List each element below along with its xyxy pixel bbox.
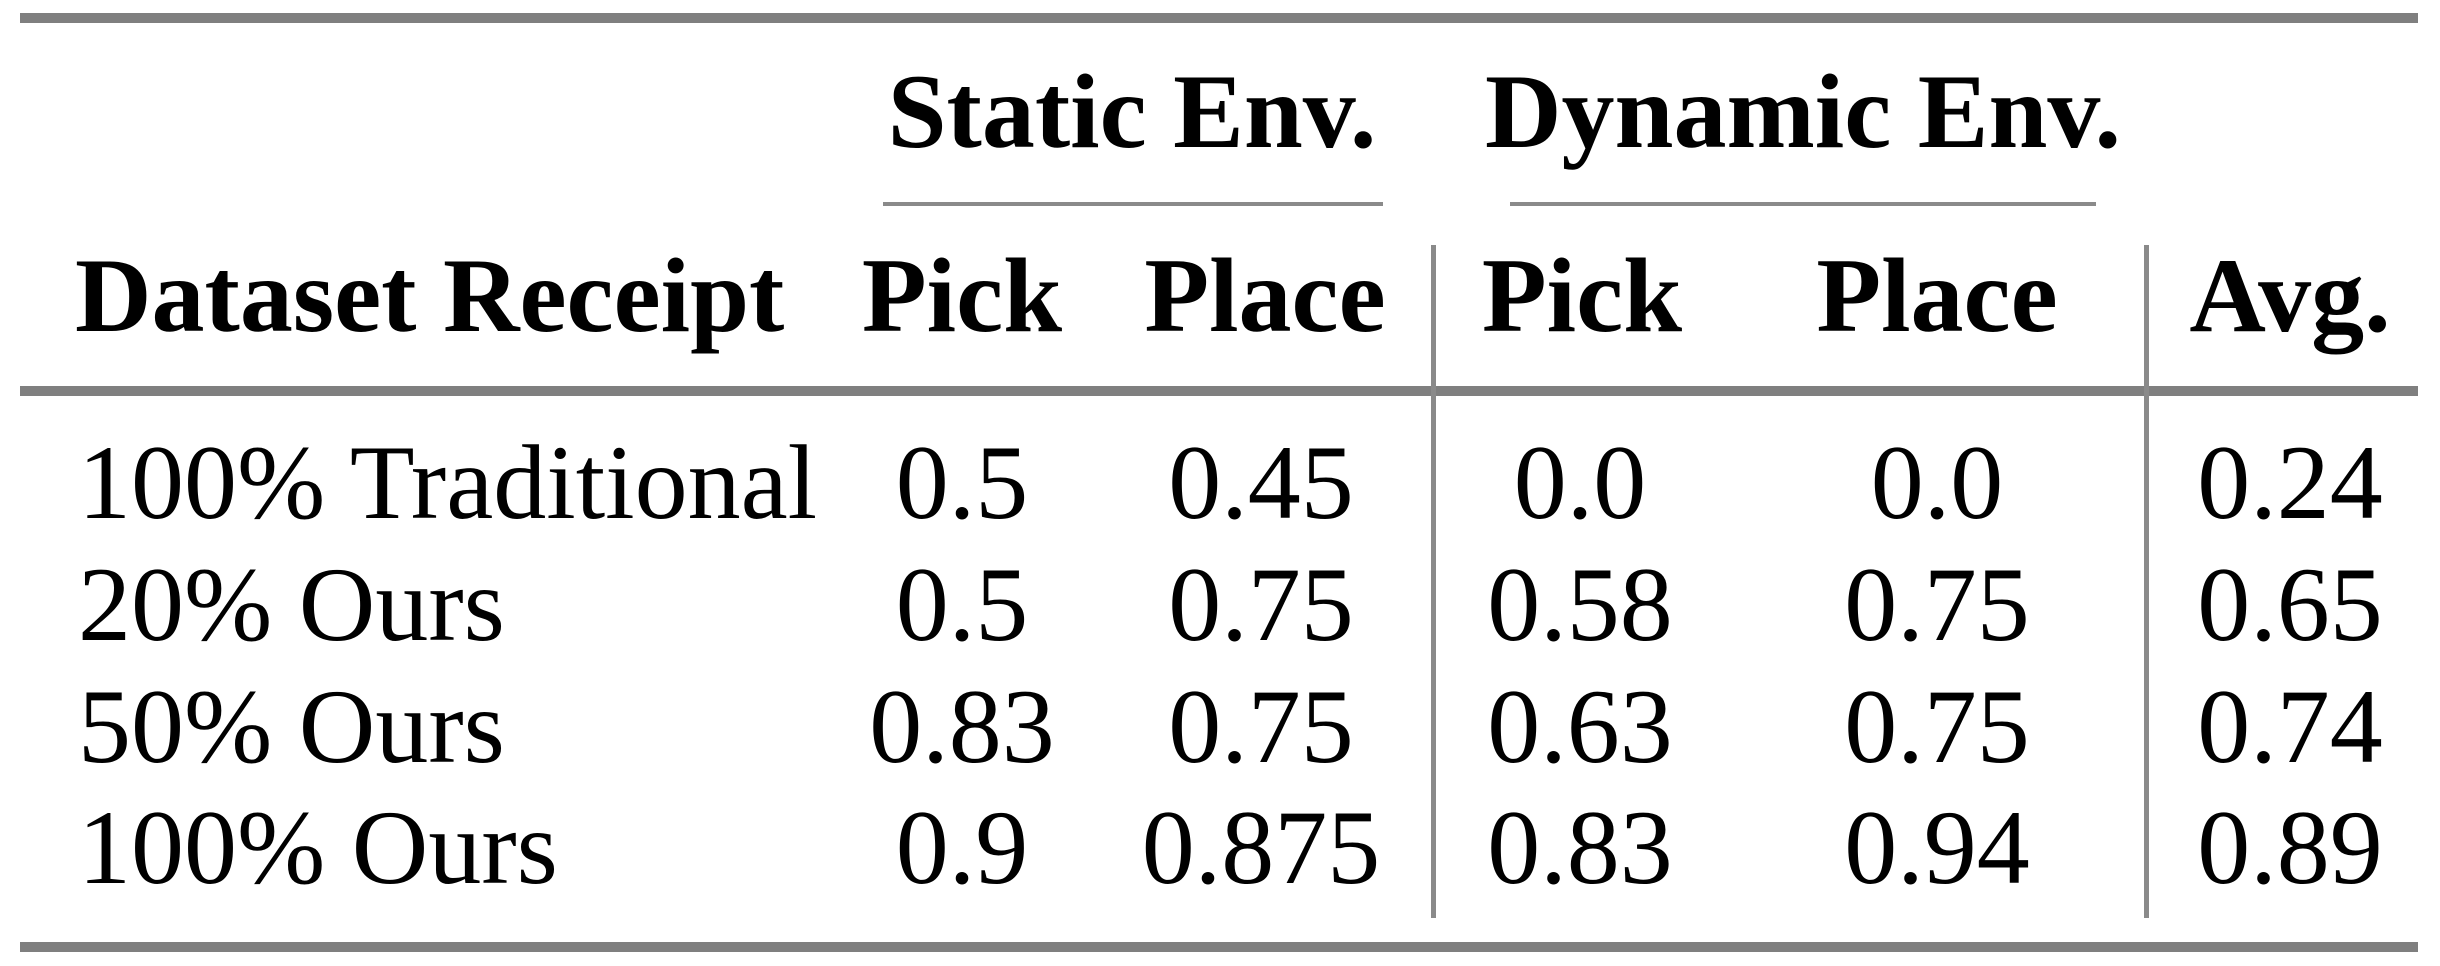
- dynamic-env-underline: [1510, 202, 2096, 206]
- cell-dynamic-place: 0.94: [1844, 789, 2030, 906]
- vertical-rule-dynamic-avg: [2144, 245, 2149, 918]
- row-label: 100% Traditional: [78, 424, 818, 541]
- cell-dynamic-place: 0.0: [1870, 424, 2004, 541]
- cell-static-place: 0.45: [1168, 424, 1354, 541]
- column-header-static-pick: Pick: [861, 237, 1063, 354]
- cell-static-pick: 0.5: [895, 546, 1029, 663]
- cell-dynamic-pick: 0.83: [1487, 789, 1673, 906]
- cell-avg: 0.74: [2197, 668, 2383, 785]
- cell-dynamic-pick: 0.0: [1513, 424, 1647, 541]
- cell-static-place: 0.75: [1168, 668, 1354, 785]
- cell-static-pick: 0.9: [895, 789, 1029, 906]
- vertical-rule-static-dynamic: [1431, 245, 1436, 918]
- cell-avg: 0.65: [2197, 546, 2383, 663]
- cell-dynamic-pick: 0.58: [1487, 546, 1673, 663]
- column-header-static-place: Place: [1144, 237, 1386, 354]
- row-label: 50% Ours: [78, 668, 505, 785]
- cell-avg: 0.24: [2197, 424, 2383, 541]
- cell-static-place: 0.75: [1168, 546, 1354, 663]
- cell-static-place: 0.875: [1141, 789, 1381, 906]
- cell-avg: 0.89: [2197, 789, 2383, 906]
- group-header-static-env: Static Env.: [887, 53, 1377, 170]
- cell-dynamic-place: 0.75: [1844, 546, 2030, 663]
- row-label: 20% Ours: [78, 546, 505, 663]
- header-mid-rule: [20, 386, 2418, 396]
- cell-static-pick: 0.83: [869, 668, 1055, 785]
- cell-static-pick: 0.5: [895, 424, 1029, 541]
- group-header-dynamic-env: Dynamic Env.: [1484, 53, 2122, 170]
- static-env-underline: [883, 202, 1383, 206]
- bottom-rule: [20, 942, 2418, 952]
- column-header-dynamic-pick: Pick: [1481, 237, 1683, 354]
- cell-dynamic-place: 0.75: [1844, 668, 2030, 785]
- row-label: 100% Ours: [78, 789, 558, 906]
- column-header-avg: Avg.: [2189, 237, 2391, 354]
- column-header-dataset-receipt: Dataset Receipt: [75, 237, 785, 354]
- top-rule: [20, 13, 2418, 23]
- column-header-dynamic-place: Place: [1816, 237, 2058, 354]
- cell-dynamic-pick: 0.63: [1487, 668, 1673, 785]
